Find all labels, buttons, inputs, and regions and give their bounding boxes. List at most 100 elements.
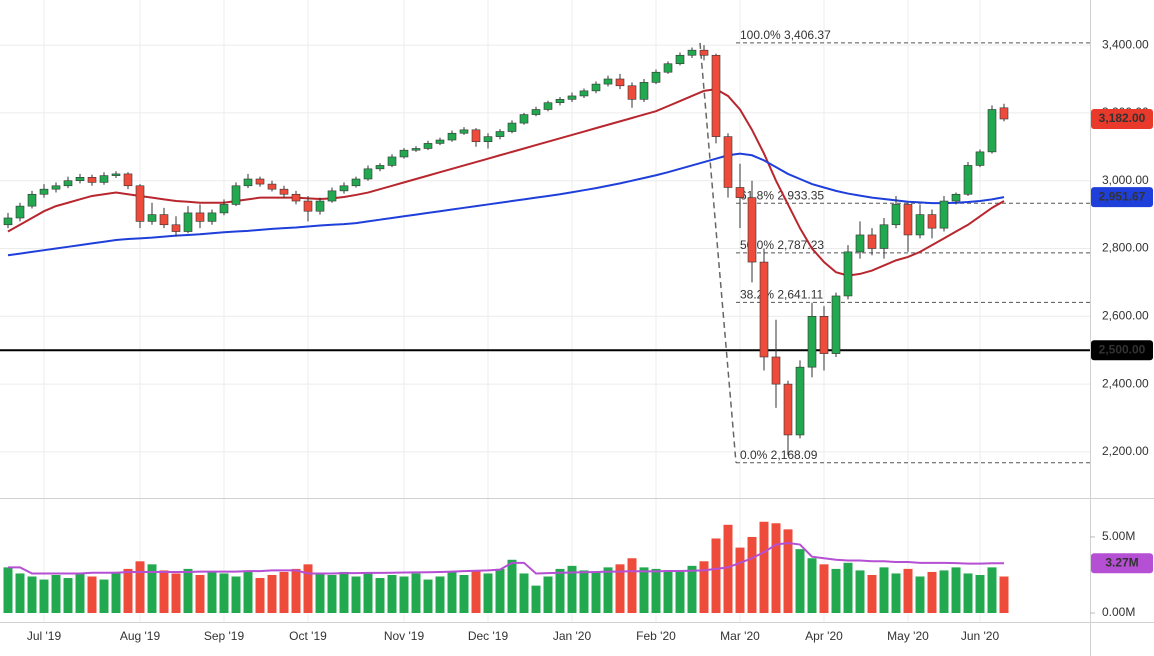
candle-body	[219, 204, 229, 214]
volume-bar	[483, 573, 493, 614]
candle-body	[579, 90, 589, 97]
candle-body	[15, 205, 25, 219]
fib-label: 0.0% 2,168.09	[740, 448, 818, 462]
volume-bar	[315, 573, 325, 614]
candle-body	[423, 143, 433, 149]
volume-bar	[915, 576, 925, 614]
volume-bar	[303, 564, 313, 614]
volume-bar	[831, 568, 841, 614]
candle-body	[459, 129, 469, 134]
volume-bar	[195, 574, 205, 614]
volume-bar	[135, 561, 145, 614]
candle-body	[519, 114, 529, 124]
candle-body	[351, 178, 361, 187]
candle-body	[27, 193, 37, 207]
volume-bar	[495, 568, 505, 614]
candle-body	[171, 224, 181, 232]
volume-bar	[723, 524, 733, 614]
volume-bar	[255, 578, 265, 614]
candle-body	[831, 295, 841, 354]
volume-bar	[891, 573, 901, 614]
candle-body	[363, 168, 373, 180]
volume-bar	[207, 571, 217, 614]
volume-bar	[543, 576, 553, 614]
volume-average	[8, 542, 1004, 575]
candle-body	[615, 78, 625, 87]
x-tick-label: Nov '19	[384, 629, 425, 643]
candle-body	[951, 193, 961, 202]
candle-body	[771, 356, 781, 385]
candle-body	[999, 107, 1009, 120]
candle-body	[555, 99, 565, 104]
price-badge-label: 3.27M	[1105, 555, 1138, 569]
volume-bar	[639, 567, 649, 614]
volume-bar	[903, 568, 913, 614]
price-badge-label: 3,182.00	[1099, 111, 1146, 125]
x-tick-label: Sep '19	[204, 629, 245, 643]
volume-tick-label: 0.00M	[1102, 605, 1135, 619]
candle-body	[687, 49, 697, 56]
candle-body	[135, 185, 145, 222]
candle-body	[651, 71, 661, 83]
price-badge-label: 2,951.67	[1099, 189, 1146, 203]
volume-bar	[159, 570, 169, 614]
x-tick-label: Oct '19	[289, 629, 327, 643]
volume-bar	[531, 585, 541, 614]
volume-bar	[687, 565, 697, 614]
candle-body	[531, 109, 541, 115]
volume-bar	[867, 574, 877, 614]
volume-bar	[471, 570, 481, 614]
candle-body	[963, 165, 973, 195]
candle-body	[675, 54, 685, 65]
volume-bar	[963, 573, 973, 614]
volume-bar	[819, 564, 829, 614]
candle-body	[87, 177, 97, 183]
candle-body	[375, 165, 385, 170]
candle-body	[75, 177, 85, 181]
candle-body	[783, 383, 793, 436]
candle-body	[183, 212, 193, 232]
volume-bar	[99, 579, 109, 614]
fib-trend	[699, 42, 737, 463]
price-badge	[1091, 553, 1153, 574]
candle-body	[759, 261, 769, 358]
candle-body	[723, 136, 733, 188]
volume-bar	[783, 529, 793, 614]
candle-body	[543, 102, 553, 110]
candle-body	[243, 178, 253, 187]
candle-body	[711, 54, 721, 137]
candle-body	[63, 180, 73, 187]
candle-body	[591, 83, 601, 92]
volume-bar	[615, 564, 625, 614]
candle-body	[159, 214, 169, 226]
volume-bar	[771, 523, 781, 614]
candle-body	[147, 214, 157, 222]
candle-body	[627, 85, 637, 100]
volume-bar	[747, 536, 757, 614]
volume-bar	[27, 576, 37, 614]
candle-body	[399, 149, 409, 158]
volume-bar	[519, 573, 529, 614]
candle-body	[939, 200, 949, 229]
candle-body	[987, 109, 997, 153]
volume-bar	[711, 538, 721, 614]
price-badge	[1091, 187, 1153, 208]
candle-body	[387, 156, 397, 166]
price-badge	[1091, 340, 1153, 361]
volume-bar	[3, 567, 13, 614]
volume-bar	[267, 574, 277, 614]
candle-body	[495, 131, 505, 137]
volume-bar	[975, 574, 985, 614]
candle-body	[855, 234, 865, 253]
volume-bar	[339, 571, 349, 614]
y-tick-label: 2,400.00	[1102, 376, 1149, 390]
x-tick-label: Mar '20	[720, 629, 760, 643]
candle-body	[411, 148, 421, 151]
fib-label: 38.2% 2,641.11	[740, 288, 824, 302]
fib-label: 100.0% 3,406.37	[740, 28, 831, 42]
volume-bar	[927, 571, 937, 614]
volume-bar	[675, 571, 685, 614]
volume-bar	[987, 567, 997, 614]
candle-body	[975, 151, 985, 166]
